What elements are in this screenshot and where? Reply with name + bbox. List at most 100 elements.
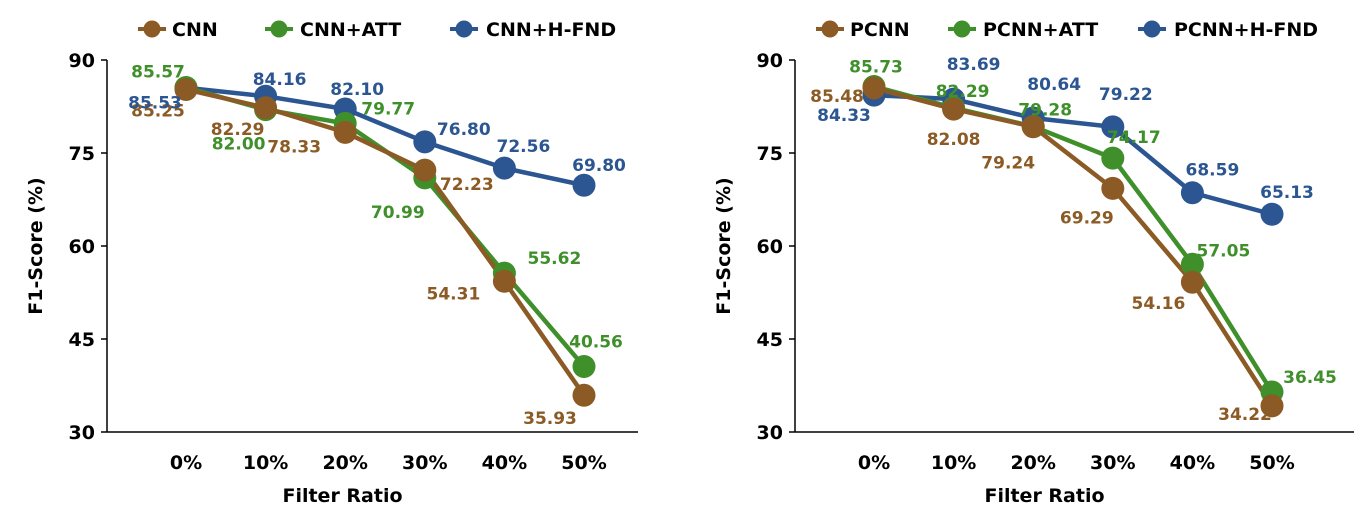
data-label: 85.57 <box>131 62 185 82</box>
data-point <box>174 77 198 101</box>
data-point <box>254 96 278 120</box>
data-label: 69.29 <box>1060 208 1114 228</box>
x-tick-label: 20% <box>322 452 367 474</box>
data-point <box>413 130 437 154</box>
series-line-cnn-h-fnd <box>185 85 585 188</box>
data-label: 85.53 <box>128 94 182 114</box>
y-tick-label: 60 <box>69 236 95 258</box>
data-point <box>492 269 516 293</box>
x-tick-label: 50% <box>1249 452 1294 474</box>
data-point <box>942 97 966 121</box>
x-tick-label: 40% <box>1170 452 1215 474</box>
legend-swatch-marker <box>953 20 971 38</box>
legend-swatch-marker <box>270 20 288 38</box>
data-label: 40.56 <box>569 333 623 353</box>
data-point <box>492 156 516 180</box>
x-tick-label: 0% <box>170 452 202 474</box>
legend-swatch-marker <box>143 20 161 38</box>
series-line-pcnn <box>873 85 1274 408</box>
data-label: 82.00 <box>212 135 266 155</box>
data-label: 79.24 <box>981 154 1035 174</box>
series-line-cnn <box>185 87 586 397</box>
x-tick-label: 20% <box>1010 452 1055 474</box>
data-point <box>1180 270 1204 294</box>
data-point <box>1180 252 1204 276</box>
y-tick-label: 30 <box>69 422 95 444</box>
x-axis-title: Filter Ratio <box>984 485 1104 507</box>
x-tick-label: 30% <box>1090 452 1135 474</box>
data-label: 57.05 <box>1197 241 1251 261</box>
y-tick-label: 45 <box>69 329 95 351</box>
legend-swatch-marker <box>1143 20 1161 38</box>
data-label: 74.17 <box>1107 128 1161 148</box>
data-point <box>1101 176 1125 200</box>
data-point <box>1260 394 1284 418</box>
data-label: 82.08 <box>927 130 981 150</box>
data-label: 85.73 <box>849 57 903 77</box>
legend-swatch-marker <box>821 20 839 38</box>
chart-panel-1: 30 45 60 75 90 0% 10% 20% 30% 40% 50% Filter Ratio F… <box>25 19 638 507</box>
data-label: 79.22 <box>1099 85 1153 105</box>
data-point <box>1260 202 1284 226</box>
data-point <box>1021 115 1045 139</box>
data-label: 54.16 <box>1132 294 1186 314</box>
y-tick-label: 75 <box>757 143 783 165</box>
legend-entry: PCNN <box>850 19 910 41</box>
data-label: 35.93 <box>523 409 577 429</box>
data-label: 83.69 <box>947 55 1001 75</box>
legend-entry: CNN <box>172 19 218 41</box>
data-label: 78.33 <box>267 137 321 157</box>
chart-panel-2: 30 45 60 75 90 0% 10% 20% 30% 40% 50% Filter Ratio F… <box>713 19 1354 507</box>
data-label: 70.99 <box>371 203 425 223</box>
data-point <box>572 383 596 407</box>
x-axis-title: Filter Ratio <box>282 485 402 507</box>
data-point <box>572 355 596 379</box>
data-label: 85.25 <box>131 101 185 121</box>
data-label: 34.22 <box>1218 405 1272 425</box>
data-label: 65.13 <box>1260 183 1314 203</box>
data-point <box>333 120 357 144</box>
x-tick-label: 10% <box>931 452 976 474</box>
y-axis-title: F1-Score (%) <box>25 177 47 314</box>
data-label: 82.10 <box>330 80 384 100</box>
y-tick-label: 60 <box>757 236 783 258</box>
data-label: 82.29 <box>936 82 990 102</box>
data-label: 36.45 <box>1283 368 1337 388</box>
data-point <box>1180 181 1204 205</box>
data-point <box>1101 115 1125 139</box>
data-label: 84.16 <box>253 70 307 90</box>
legend-entry: CNN+H-FND <box>486 19 616 41</box>
y-tick-label: 90 <box>69 50 95 72</box>
data-label: 69.80 <box>572 156 626 176</box>
legend-entry: CNN+ATT <box>300 19 401 41</box>
y-tick-label: 75 <box>69 143 95 165</box>
series-line-pcnn-h-fnd <box>873 92 1273 217</box>
data-label: 72.23 <box>440 175 494 195</box>
data-label: 55.62 <box>528 249 582 269</box>
x-tick-label: 40% <box>482 452 527 474</box>
data-label: 80.64 <box>1027 75 1081 95</box>
x-tick-label: 50% <box>561 452 606 474</box>
data-point <box>413 158 437 182</box>
data-label: 84.33 <box>817 106 871 126</box>
y-tick-label: 90 <box>757 50 783 72</box>
y-axis-title: F1-Score (%) <box>713 177 735 314</box>
data-label: 76.80 <box>437 120 491 140</box>
x-tick-label: 10% <box>243 452 288 474</box>
data-point <box>862 76 886 100</box>
legend-entry: PCNN+H-FND <box>1174 19 1318 41</box>
x-tick-label: 30% <box>402 452 447 474</box>
data-point <box>1101 146 1125 170</box>
data-label: 54.31 <box>427 284 481 304</box>
data-label: 68.59 <box>1186 161 1240 181</box>
data-label: 79.28 <box>1018 100 1072 120</box>
data-label: 82.29 <box>211 120 265 140</box>
data-point <box>572 173 596 197</box>
y-tick-label: 30 <box>757 422 783 444</box>
data-label: 85.48 <box>810 87 864 107</box>
x-tick-label: 0% <box>858 452 890 474</box>
legend-swatch-marker <box>455 20 473 38</box>
data-label: 79.77 <box>361 99 415 119</box>
